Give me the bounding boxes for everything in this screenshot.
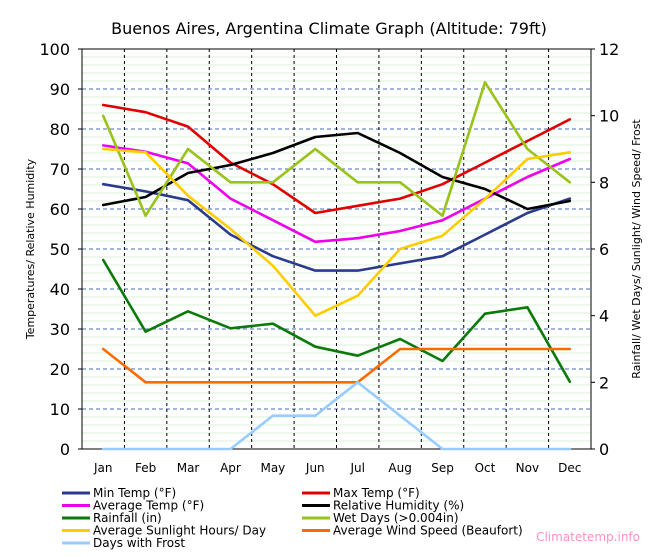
month-tick-label: Jul xyxy=(349,461,364,475)
right-tick-label: 6 xyxy=(599,240,609,259)
right-tick-label: 10 xyxy=(599,107,619,126)
series-lines xyxy=(101,81,572,451)
right-tick-label: 2 xyxy=(599,373,609,392)
series-line-4 xyxy=(101,258,572,384)
series-line-8 xyxy=(101,380,572,451)
legend-label: Rainfall (in) xyxy=(93,511,162,525)
left-tick-label: 60 xyxy=(50,200,70,219)
left-tick-label: 70 xyxy=(50,160,70,179)
left-axis-label: Temperatures/ Relative Humidity xyxy=(24,158,37,340)
left-axis-ticks: 0 10 20 30 40 50 60 70 80 90 100 xyxy=(39,40,82,459)
left-tick-label: 100 xyxy=(39,40,70,59)
legend-label: Average Sunlight Hours/ Day xyxy=(93,524,266,538)
series-line-6 xyxy=(101,147,572,318)
left-tick-label: 40 xyxy=(50,280,70,299)
right-axis-label: Rainfall/ Wet Days/ Sunlight/ Wind Speed… xyxy=(630,119,643,379)
chart-title: Buenos Aires, Argentina Climate Graph (A… xyxy=(111,19,547,38)
left-tick-label: 50 xyxy=(50,240,70,259)
month-tick-label: Oct xyxy=(475,461,496,475)
month-tick-label: Jan xyxy=(93,461,113,475)
month-tick-label: Nov xyxy=(516,461,539,475)
left-tick-label: 30 xyxy=(50,320,70,339)
month-tick-label: Sep xyxy=(431,461,454,475)
series-line-5 xyxy=(101,81,572,217)
left-tick-label: 0 xyxy=(60,440,70,459)
left-tick-label: 90 xyxy=(50,80,70,99)
right-tick-label: 12 xyxy=(599,40,619,59)
legend-label: Days with Frost xyxy=(93,536,185,550)
legend-label: Min Temp (°F) xyxy=(93,486,176,500)
legend-label: Max Temp (°F) xyxy=(333,486,420,500)
legend: Min Temp (°F) Max Temp (°F) Average Temp (… xyxy=(62,486,523,550)
series-line-0 xyxy=(101,182,572,272)
series-line-7 xyxy=(101,347,572,384)
legend-label: Average Temp (°F) xyxy=(93,499,204,513)
left-tick-label: 80 xyxy=(50,120,70,139)
month-tick-label: Jun xyxy=(305,461,325,475)
right-tick-label: 4 xyxy=(599,307,609,326)
month-tick-label: Mar xyxy=(177,461,200,475)
month-tick-label: Feb xyxy=(135,461,156,475)
left-tick-label: 20 xyxy=(50,360,70,379)
right-tick-label: 0 xyxy=(599,440,609,459)
month-tick-label: May xyxy=(260,461,285,475)
left-tick-label: 10 xyxy=(50,400,70,419)
series-line-1 xyxy=(101,103,572,215)
legend-label: Relative Humidity (%) xyxy=(333,499,464,513)
month-tick-label: Aug xyxy=(388,461,411,475)
month-tick-label: Dec xyxy=(558,461,581,475)
month-axis-ticks: Jan Feb Mar Apr May Jun Jul Aug Sep Oct Nov Dec xyxy=(93,461,581,475)
legend-label: Wet Days (>0.004in) xyxy=(333,511,459,525)
right-axis-ticks: 0 2 4 6 8 10 12 xyxy=(591,40,619,459)
month-tick-label: Apr xyxy=(220,461,241,475)
legend-label: Average Wind Speed (Beaufort) xyxy=(333,524,523,538)
watermark: Climatetemp.info xyxy=(536,530,640,544)
right-tick-label: 8 xyxy=(599,173,609,192)
